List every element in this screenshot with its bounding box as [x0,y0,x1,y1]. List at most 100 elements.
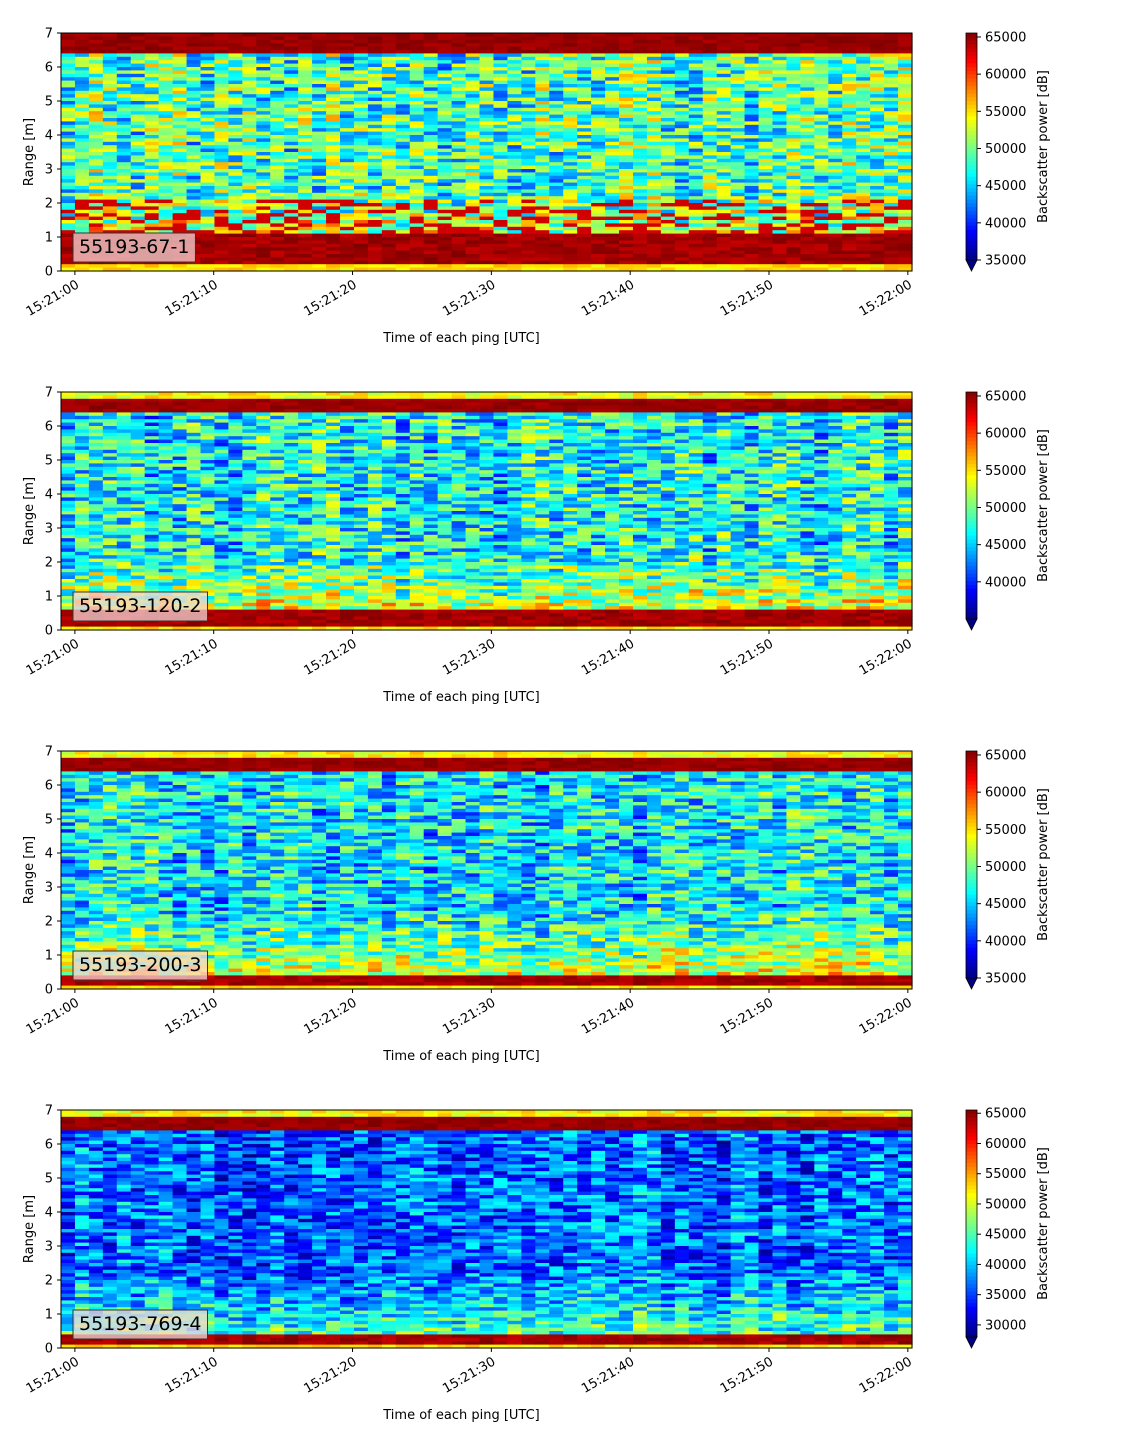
heatmap-cell [228,56,243,61]
heatmap-cell [61,500,76,505]
heatmap-cell [214,247,230,252]
heatmap-cell [493,107,509,112]
heatmap-cell [507,107,522,112]
heatmap-cell [214,39,230,44]
heatmap-cell [298,169,313,173]
colorbar-tick-label: 55000 [985,105,1026,120]
heatmap-cell [214,87,230,92]
heatmap-cell [228,73,243,78]
heatmap-cell [423,240,439,245]
heatmap-cell [74,162,90,167]
heatmap-cell [465,233,481,238]
heatmap-cell [102,466,118,471]
heatmap-cell [172,206,188,211]
heatmap-cell [577,223,592,228]
heatmap-cell [814,247,829,252]
heatmap-cell [479,186,495,190]
heatmap-cell [88,36,104,41]
heatmap-cell [158,84,174,88]
heatmap-cell [242,158,257,163]
heatmap-cell [116,169,132,173]
heatmap-cell [479,243,495,248]
heatmap-cell [605,189,620,194]
heatmap-cell [521,60,536,65]
heatmap-cell [340,220,355,224]
heatmap-cell [144,50,160,54]
heatmap-cell [326,104,341,109]
heatmap-cell [465,158,481,163]
heatmap-cell [535,189,550,194]
heatmap-cell [549,53,564,58]
heatmap-cell [367,124,383,129]
heatmap-cell [242,179,257,184]
heatmap-cell [340,131,355,136]
heatmap-cell [144,192,160,197]
heatmap-cell [674,260,690,265]
heatmap-cell [228,226,243,231]
heatmap-cell [88,39,104,44]
heatmap-cell [409,230,425,235]
heatmap-cell [549,128,564,133]
heatmap-cell [521,53,536,58]
heatmap-cell [61,169,76,173]
heatmap-cell [884,247,899,252]
heatmap-cell [214,67,230,71]
heatmap-cell [158,104,174,109]
heatmap-cell [437,39,453,44]
heatmap-cell [130,199,146,204]
heatmap-cell [507,158,522,163]
heatmap-cell [158,124,174,129]
heatmap-cell [102,398,118,403]
heatmap-cell [549,80,564,85]
heatmap-cell [340,124,355,129]
heatmap-cell [409,175,425,180]
heatmap-cell [437,182,453,187]
heatmap-cell [409,63,425,68]
heatmap-cell [423,131,439,136]
heatmap-cell [312,50,327,54]
heatmap-cell [563,107,578,112]
heatmap-cell [172,189,188,194]
heatmap-cell [577,107,592,112]
heatmap-cell [312,220,327,224]
heatmap-cell [367,260,383,265]
heatmap-cell [298,104,313,109]
heatmap-cell [535,97,550,102]
heatmap-cell [381,152,397,156]
heatmap-cell [479,50,495,54]
heatmap-cell [326,50,341,54]
heatmap-cell [479,267,495,272]
heatmap-cell [256,264,271,269]
heatmap-cell [284,67,299,71]
heatmap-cell [563,260,578,265]
heatmap-cell [409,118,425,122]
heatmap-cell [270,172,285,177]
heatmap-cell [423,138,439,143]
heatmap-cell [549,179,564,184]
heatmap-cell [758,260,774,265]
heatmap-cell [367,233,383,238]
heatmap-cell [521,257,536,262]
heatmap-cell [284,250,299,255]
heatmap-cell [130,216,146,221]
heatmap-cell [172,43,188,48]
heatmap-cell [270,179,285,184]
heatmap-cell [312,240,327,245]
heatmap-cell [409,162,425,167]
heatmap-cell [479,155,495,160]
heatmap-cell [186,97,202,102]
heatmap-cell [535,138,550,143]
heatmap-cell [702,247,718,252]
heatmap-cell [200,50,216,54]
heatmap-cell [381,172,397,177]
heatmap-cell [353,128,369,133]
heatmap-cell [200,53,216,58]
heatmap-cell [619,206,634,211]
heatmap-cell [409,213,425,218]
heatmap-cell [786,145,801,150]
heatmap-cell [563,254,578,258]
heatmap-cell [898,162,913,167]
heatmap-cell [214,128,230,133]
heatmap-cell [116,124,132,129]
heatmap-cell [591,206,606,211]
